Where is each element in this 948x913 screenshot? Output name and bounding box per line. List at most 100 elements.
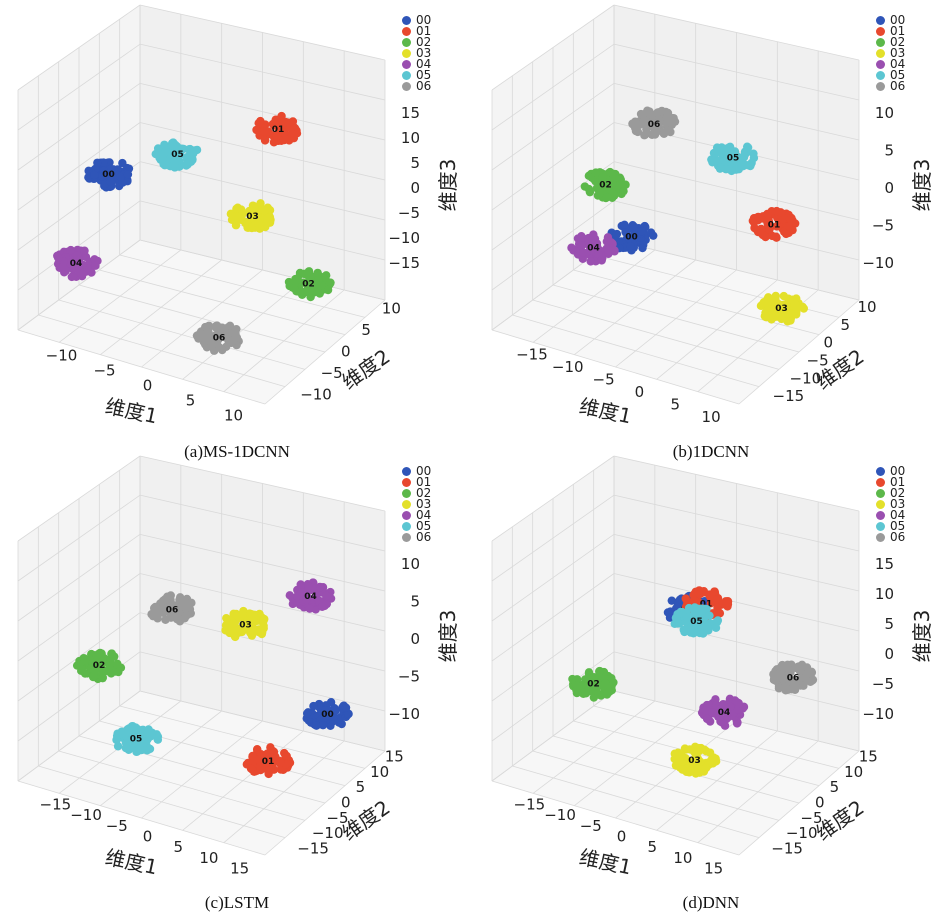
scatter3d-plot: −15−10−5051015−15−10−50510151050−5−10维度1…: [17, 455, 460, 879]
cluster-point: [256, 116, 265, 126]
grid-line: [491, 43, 615, 131]
cluster-label: 06: [213, 333, 226, 343]
legend-label: 03: [890, 497, 906, 511]
cluster-label: 06: [166, 605, 179, 615]
cluster-02: 02: [568, 666, 618, 702]
cluster-point: [241, 217, 251, 227]
legend-label: 01: [416, 475, 432, 489]
cluster-point: [135, 744, 144, 754]
x-tick-label: 5: [186, 392, 196, 410]
legend-item: 05: [402, 519, 432, 533]
cluster-point: [276, 758, 285, 767]
legend-item: 05: [876, 520, 905, 532]
cluster-point: [763, 294, 772, 304]
cluster-point: [713, 594, 723, 603]
legend-item: 05: [876, 68, 906, 82]
cluster-point: [88, 672, 98, 682]
legend-marker: [402, 49, 411, 58]
cluster-point: [68, 271, 78, 281]
legend-item: 02: [402, 36, 431, 48]
cluster-02: 02: [284, 267, 335, 302]
cluster-point: [312, 721, 321, 730]
x-tick-label: 5: [173, 838, 183, 856]
grid-line: [491, 494, 615, 582]
cluster-point: [776, 208, 785, 217]
cluster-point: [572, 681, 582, 690]
cluster-point: [153, 614, 162, 623]
legend-marker: [402, 489, 411, 498]
cluster-point: [105, 657, 115, 666]
legend-label: 00: [416, 464, 432, 478]
panel-caption: (c)LSTM: [204, 893, 270, 912]
y-tick-label: −10: [300, 385, 332, 403]
grid-line: [139, 43, 386, 101]
cluster-label: 04: [70, 259, 83, 269]
legend-item: 04: [876, 58, 905, 70]
cluster-point: [241, 618, 251, 627]
cluster-point: [263, 213, 273, 223]
cluster-point: [80, 246, 89, 255]
cluster-06: 06: [192, 321, 243, 355]
cluster-point: [773, 312, 783, 321]
z-tick-label: 10: [401, 129, 420, 147]
grid-line: [119, 254, 366, 318]
grid-line: [613, 455, 860, 512]
cluster-label: 02: [599, 181, 612, 191]
cluster-point: [601, 678, 610, 688]
cluster-point: [581, 686, 590, 695]
cluster-point: [580, 182, 590, 191]
x-tick-label: 5: [670, 395, 680, 413]
z-tick-label: −5: [872, 217, 894, 235]
legend-item: 01: [402, 25, 431, 37]
cluster-point: [313, 268, 322, 278]
y-tick-label: 5: [841, 316, 851, 334]
cluster-point: [260, 136, 270, 145]
cluster-point: [318, 720, 328, 730]
legend-item: 00: [402, 464, 432, 478]
y-tick-label: 10: [370, 763, 389, 781]
cluster-point: [297, 587, 306, 597]
cluster-point: [595, 184, 605, 193]
cluster-point: [761, 313, 771, 322]
scatter3d-plot: −15−10−50510−15−10−505101050−5−10维度1维度2维…: [491, 4, 934, 428]
cluster-label: 03: [688, 756, 701, 766]
cluster-point: [98, 673, 107, 683]
cluster-point: [314, 275, 323, 285]
z-tick-label: 15: [401, 104, 420, 122]
legend-item: 01: [402, 475, 432, 489]
legend-label: 05: [416, 519, 432, 533]
cluster-point: [602, 237, 612, 246]
cluster-label: 01: [262, 757, 275, 767]
cluster-point: [252, 125, 261, 135]
cluster-03: 03: [670, 742, 721, 778]
cluster-point: [653, 121, 662, 131]
x-tick-label: 5: [647, 838, 657, 856]
cluster-02: 02: [72, 648, 126, 684]
cluster-point: [771, 232, 781, 241]
grid-line: [264, 750, 386, 856]
cluster-point: [619, 186, 628, 196]
grid-line: [491, 4, 615, 91]
grid-line: [613, 4, 860, 61]
cluster-point: [276, 121, 285, 130]
z-tick-label: 0: [410, 630, 420, 648]
cluster-point: [195, 329, 204, 339]
cluster-point: [80, 655, 90, 665]
cluster-point: [598, 172, 607, 182]
cluster-label: 02: [587, 680, 600, 690]
cluster-label: 00: [102, 170, 115, 180]
legend-label: 05: [416, 68, 432, 82]
cluster-point: [786, 316, 795, 325]
cluster-point: [145, 744, 155, 754]
cluster-point: [681, 594, 690, 603]
chart-panel-2: −15 −10 −5 0 5 10 −15 −10 −5 0 5 10 10 5 0 −5 −10 维度1 维度2 维…: [474, 0, 948, 461]
cluster-point: [642, 124, 651, 134]
cluster-point: [130, 733, 139, 742]
legend-item: 06: [402, 80, 431, 92]
cluster-point: [106, 669, 116, 678]
cluster-point: [698, 629, 708, 638]
legend-label: 05: [890, 68, 906, 82]
grid-line: [17, 43, 141, 131]
y-tick-label: 0: [815, 794, 825, 812]
legend-label: 01: [890, 475, 906, 489]
